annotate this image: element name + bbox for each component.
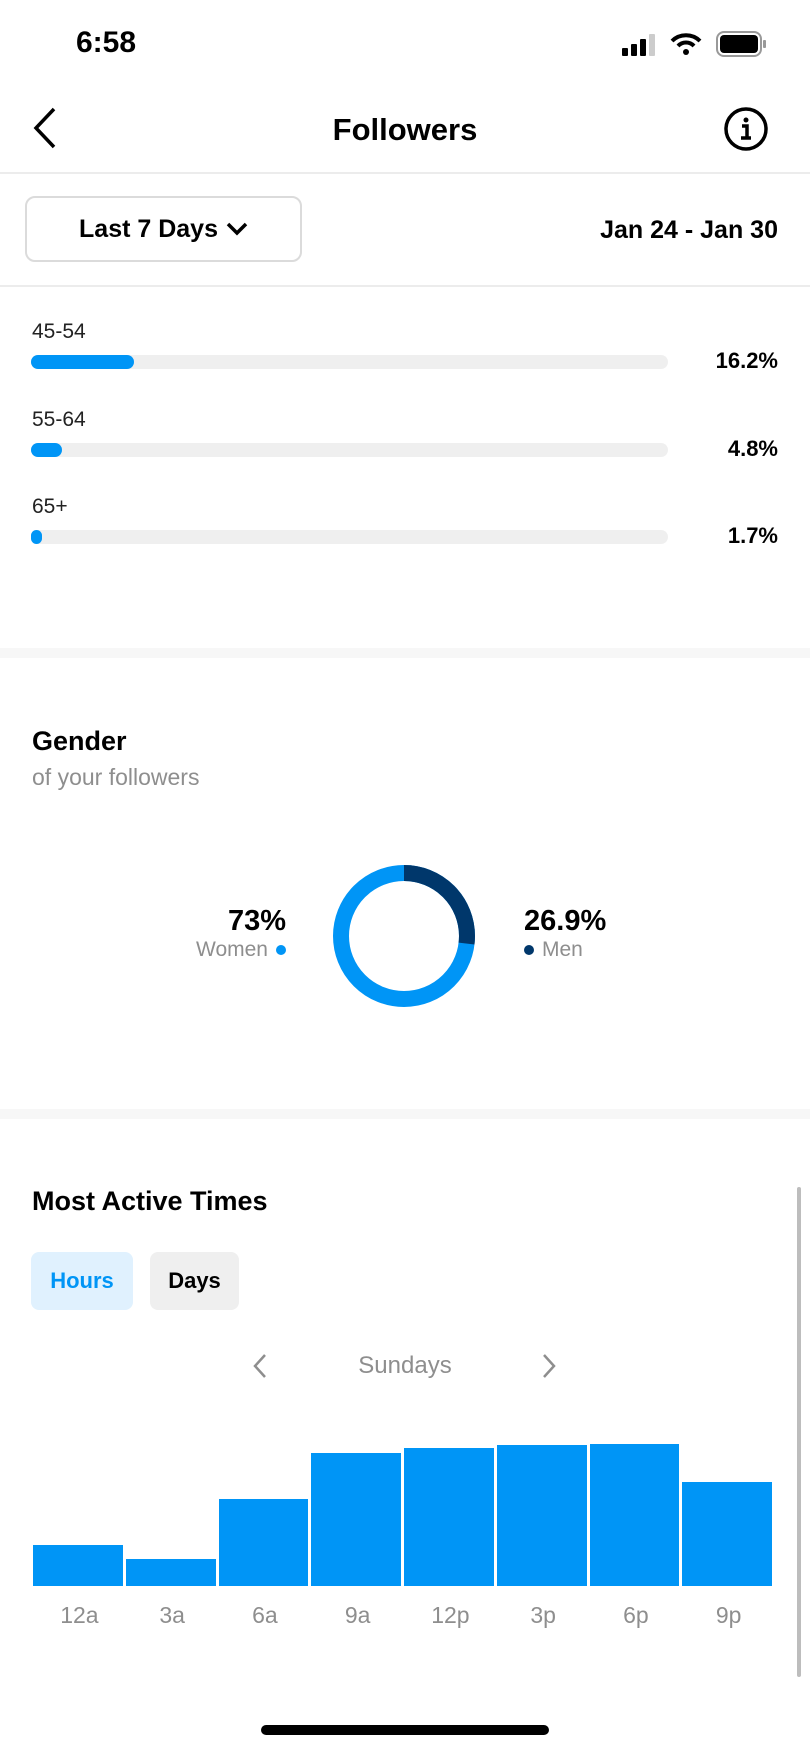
age-percent: 16.2% xyxy=(715,348,778,373)
women-stat: 73% Women xyxy=(196,905,286,962)
bar-6p xyxy=(589,1444,680,1586)
men-value: 26.9% xyxy=(524,905,607,937)
day-label: Sundays xyxy=(358,1352,452,1379)
men-label: Men xyxy=(542,938,583,961)
bar-12p xyxy=(404,1448,494,1586)
bar-9a xyxy=(311,1452,401,1586)
wifi-icon xyxy=(670,32,702,61)
gender-donut xyxy=(333,865,475,1007)
age-percent: 4.8% xyxy=(727,436,778,461)
women-label: Women xyxy=(196,938,268,961)
age-bar-track xyxy=(31,443,668,457)
men-stat: 26.9% Men xyxy=(524,905,606,962)
bar-6a xyxy=(218,1499,309,1586)
active-times-title: Most Active Times xyxy=(32,1186,268,1216)
men-dot-icon xyxy=(524,945,534,955)
divider xyxy=(0,172,810,174)
age-label: 45-54 xyxy=(32,320,86,343)
age-bar-track xyxy=(31,530,668,544)
page-title: Followers xyxy=(332,112,478,147)
age-label: 55-64 xyxy=(32,408,86,431)
divider xyxy=(0,285,810,287)
scrollbar[interactable] xyxy=(797,1187,801,1677)
bar-12a xyxy=(33,1544,123,1586)
gender-subtitle: of your followers xyxy=(32,764,200,790)
section-divider xyxy=(0,1109,810,1119)
age-bar-track xyxy=(31,355,668,369)
x-tick-label: 12a xyxy=(60,1602,99,1628)
tab-days[interactable]: Days xyxy=(150,1252,239,1310)
info-icon[interactable] xyxy=(723,106,769,157)
age-bar-fill xyxy=(31,443,62,457)
home-indicator xyxy=(261,1725,549,1735)
bar-3a xyxy=(125,1559,216,1586)
next-day-button[interactable] xyxy=(541,1352,557,1385)
x-tick-label: 3p xyxy=(530,1602,556,1628)
x-tick-label: 9p xyxy=(715,1602,742,1628)
section-divider xyxy=(0,648,810,658)
bar-3p xyxy=(496,1445,587,1586)
x-tick-label: 12p xyxy=(431,1602,470,1628)
period-dropdown[interactable]: Last 7 Days xyxy=(25,196,302,262)
x-tick-label: 9a xyxy=(344,1602,371,1628)
x-tick-label: 3a xyxy=(159,1602,185,1628)
active-times-chart xyxy=(33,1420,775,1586)
prev-day-button[interactable] xyxy=(252,1352,268,1385)
age-bar-fill xyxy=(31,530,42,544)
donut-men xyxy=(333,865,475,1007)
age-label: 65+ xyxy=(32,495,68,518)
age-percent: 1.7% xyxy=(727,523,778,548)
status-time: 6:58 xyxy=(76,26,137,59)
back-button[interactable] xyxy=(32,106,58,155)
date-range: Jan 24 - Jan 30 xyxy=(600,216,778,244)
x-tick-label: 6a xyxy=(252,1602,278,1628)
battery-icon xyxy=(716,31,768,62)
x-tick-label: 6p xyxy=(623,1602,649,1628)
signal-icon xyxy=(622,34,658,61)
women-dot-icon xyxy=(276,945,286,955)
chevron-down-icon xyxy=(226,222,248,236)
tab-hours[interactable]: Hours xyxy=(31,1252,133,1310)
x-axis: 12a 3a 6a 9a 12p 3p 6p 9p xyxy=(33,1602,775,1632)
period-label: Last 7 Days xyxy=(79,214,218,243)
bar-9p xyxy=(682,1482,772,1586)
gender-title: Gender xyxy=(32,726,127,756)
age-bar-fill xyxy=(31,355,135,369)
women-value: 73% xyxy=(227,905,286,937)
